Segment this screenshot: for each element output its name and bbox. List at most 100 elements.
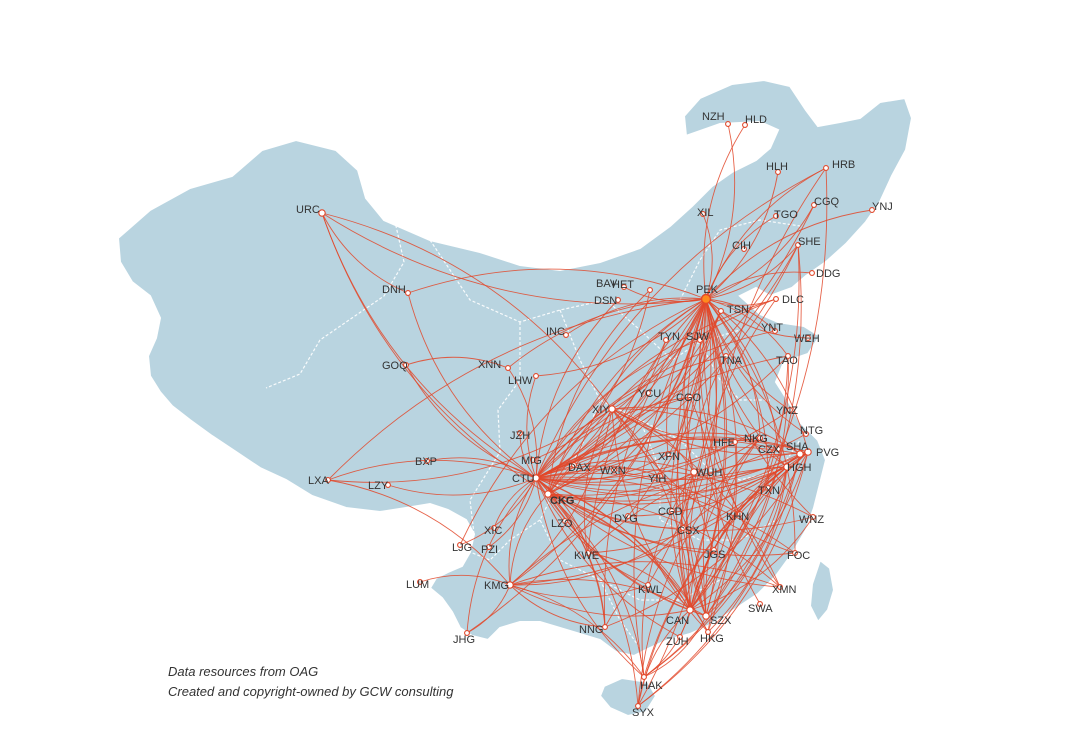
route-ctu-she [535,244,799,479]
route-pek-dnh [407,268,707,300]
route-pek-nng [603,298,707,628]
airport-label-dyg: DYG [614,513,638,525]
airport-label-cgd: CGD [658,506,683,518]
route-ctu-dsn [535,299,619,479]
airport-marker-nzh [725,121,731,127]
airport-marker-jgs [711,547,717,553]
route-ckg-tyn [547,339,667,495]
route-pek-xiy [611,298,707,410]
route-ckg-hak [547,493,645,678]
route-ctu-hrb [535,167,827,479]
route-pek-nkg [705,298,761,439]
route-ckg-szx [547,493,707,617]
route-pvg-kwe [587,451,809,554]
route-syx-hgh [637,466,788,707]
airport-marker-ynt [772,328,778,334]
mainland-china-shape [116,78,914,658]
route-pek-ckg [547,298,707,495]
route-xiy-kmg [509,408,613,586]
airport-marker-hak [641,674,647,680]
airport-label-goq: GOQ [382,360,408,372]
route-syx-pvg [637,451,809,707]
route-szx-wuh [685,471,707,617]
route-ckg-urc [321,212,549,495]
airport-marker-tna [723,353,729,359]
airport-labels: PEK CTU CKG CAN SHA PVG URC KMG HGH SZX XIY WUH NZH H… [296,111,893,719]
airport-label-syx: SYX [632,707,655,719]
airport-label-dax: DAX [568,462,591,474]
airport-label-dlc: DLC [782,294,804,306]
airport-marker-csx [680,525,686,531]
airport-marker-foc [792,550,798,556]
route-pek-hlh [705,171,779,300]
airport-label-xil: XIL [697,207,714,219]
route-pek-jhg [466,298,707,634]
airport-label-ddg: DDG [816,268,840,280]
airport-label-wnz: WNZ [799,514,824,526]
airport-marker-xil [700,211,706,217]
airport-label-pek: PEK [696,284,719,296]
route-ctu-tyn [535,339,667,479]
route-pek-lxa [327,298,707,481]
airport-marker-syx [635,703,641,709]
airport-markers [318,121,875,709]
airport-label-dsn: DSN [594,295,617,307]
airport-marker-pvg [804,448,812,456]
airport-marker-bav [621,284,627,290]
airport-marker-jhg [464,630,470,636]
route-ctu-hfe [535,441,736,483]
route-szx-hak [643,615,707,678]
route-pek-xil [702,213,713,300]
airport-label-hak: HAK [640,680,663,692]
route-ctu-lhw [526,375,537,479]
route-kmg-szx [509,579,707,617]
route-kmg-jhg [466,584,511,634]
airport-label-sjw: SJW [686,331,710,343]
route-pvg-nng [604,451,809,628]
route-kmg-hgh [509,466,788,586]
airport-label-ljg: LJG [452,542,472,554]
route-xiy-kwe [583,408,613,554]
airport-marker-cgd [669,508,675,514]
route-ctu-cgo [535,396,691,479]
airport-marker-hlh [775,169,781,175]
airport-marker-xmn [777,584,783,590]
airport-marker-lhw [533,373,539,379]
airport-label-khn: KHN [726,511,749,523]
route-syx-sha [637,453,801,707]
route-szx-hgh [705,466,788,617]
airport-marker-cih [741,246,747,252]
airport-marker-ctu [532,474,540,482]
airport-label-txn: TXN [758,485,780,497]
route-ckg-xiy [547,408,613,495]
airport-label-tyn: TYN [658,331,680,343]
airport-label-jhg: JHG [453,634,475,646]
airport-marker-xfn [665,451,671,457]
route-jgs-pvg [713,451,809,551]
route-kmg-kwl [509,584,649,598]
airport-label-kwl: KWL [638,584,662,596]
route-szx-xiy [611,408,707,617]
airport-marker-dax [571,462,577,468]
route-ctu-szx [535,477,707,617]
route-pek-ynj [705,209,873,300]
route-kmg-lum [419,574,511,586]
airport-marker-xic [491,525,497,531]
airport-label-wxn: WXN [600,465,626,477]
route-can-wuh [679,471,695,611]
route-ctu-dlc [535,298,777,479]
route-ctu-jgs [535,477,715,551]
route-pek-xnn [507,298,707,369]
airport-label-sha: SHA [786,441,809,453]
route-ctu-lzy [387,477,537,496]
route-foc-xiy [611,408,796,554]
airport-marker-nng [602,624,608,630]
airport-marker-kwe [585,550,591,556]
route-ckg-xmn [547,493,781,588]
airport-marker-tyn [663,337,669,343]
airport-marker-szx [702,612,710,620]
route-can-cgo [670,396,691,611]
airport-label-bxp: BXP [415,456,437,468]
airport-marker-xnn [505,365,511,371]
route-ctu-nkg [535,432,761,479]
